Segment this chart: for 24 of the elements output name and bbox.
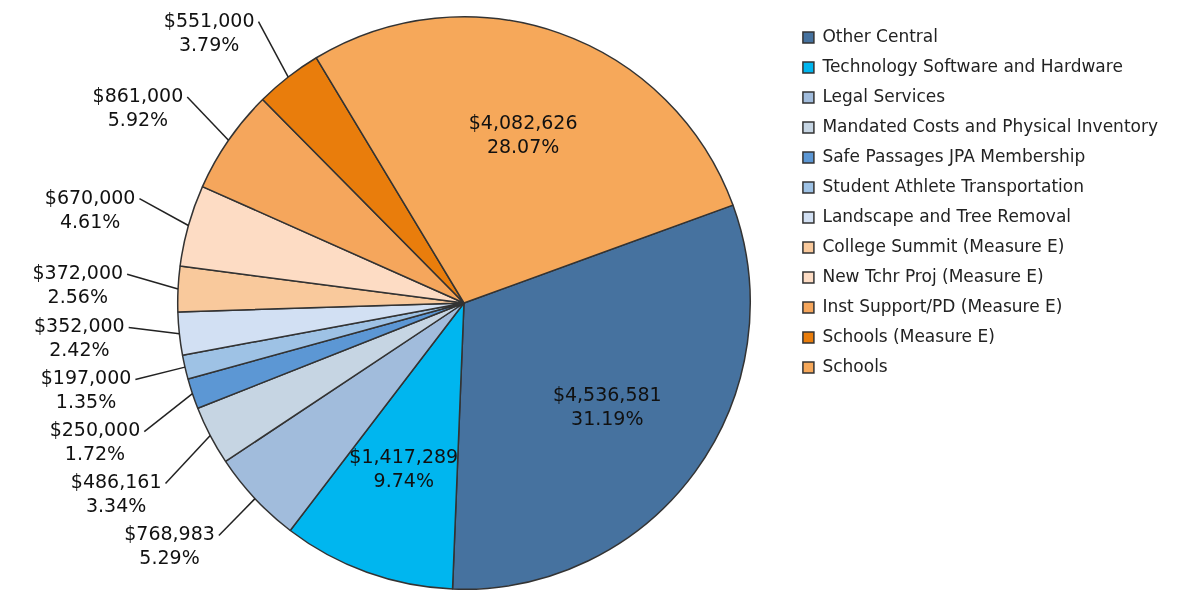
data-label: $4,536,581 31.19% <box>552 382 662 429</box>
data-label: $352,000 2.42% <box>34 314 125 361</box>
legend-label: Other Central <box>822 25 938 46</box>
data-label: $486,161 3.34% <box>70 470 162 517</box>
legend-label: Inst Support/PD (Measure E) <box>822 295 1063 316</box>
legend-label: Schools (Measure E) <box>822 325 995 346</box>
legend-label: College Summit (Measure E) <box>822 235 1065 256</box>
legend-label: Safe Passages JPA Membership <box>822 145 1086 166</box>
legend-label: New Tchr Proj (Measure E) <box>822 265 1044 286</box>
data-label: $861,000 5.92% <box>92 83 184 130</box>
data-label: $768,983 5.29% <box>124 522 215 569</box>
data-label: $670,000 4.61% <box>44 185 136 232</box>
legend-label: Mandated Costs and Physical Inventory <box>822 115 1159 136</box>
legend-label: Technology Software and Hardware <box>821 55 1123 76</box>
legend-label: Student Athlete Transportation <box>822 175 1084 196</box>
data-label: $197,000 1.35% <box>40 366 132 413</box>
legend-label: Landscape and Tree Removal <box>822 205 1072 226</box>
data-label: $551,000 3.79% <box>163 8 255 55</box>
data-label: $1,417,289 9.74% <box>349 444 459 491</box>
data-label: $4,082,626 28.07% <box>468 110 578 157</box>
legend-label: Schools <box>822 355 888 376</box>
legend-label: Legal Services <box>822 85 946 106</box>
data-label: $250,000 1.72% <box>49 418 141 465</box>
data-label: $372,000 2.56% <box>32 261 124 308</box>
